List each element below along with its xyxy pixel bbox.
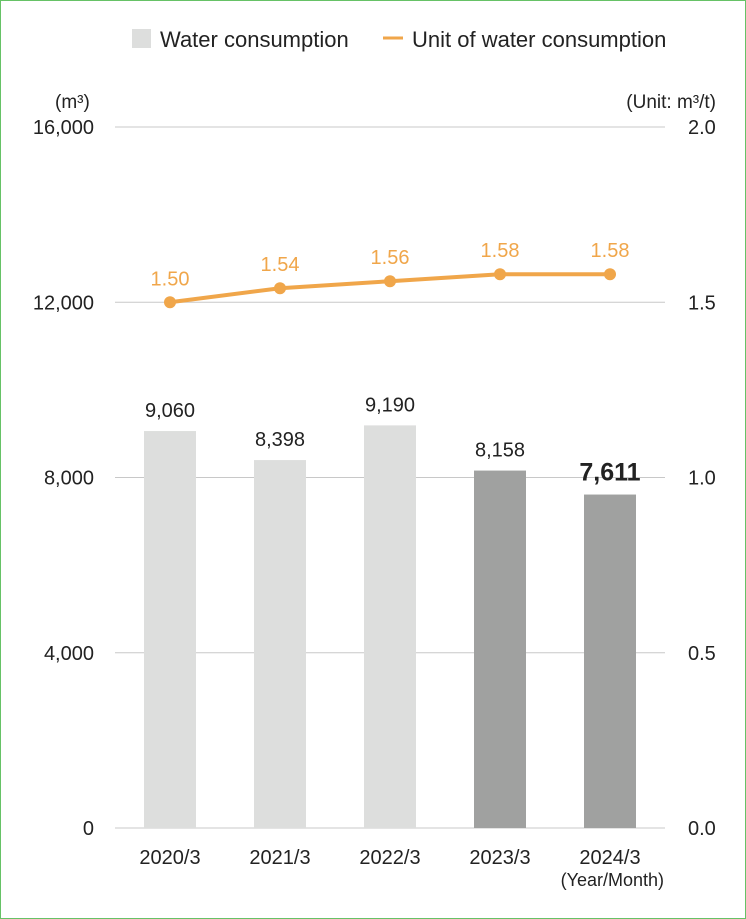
y-right-unit-label: (Unit: m³/t) — [626, 92, 716, 113]
unit-line-point — [494, 268, 506, 281]
unit-line-point — [384, 275, 396, 288]
y-left-tick-label: 4,000 — [44, 643, 94, 665]
unit-line-point — [604, 268, 616, 281]
bar-value-label: 8,158 — [475, 440, 525, 462]
bar — [144, 431, 196, 828]
bar-value-label: 9,190 — [365, 394, 415, 416]
legend-label-water-consumption: Water consumption — [160, 27, 349, 52]
y-left-tick-label: 16,000 — [33, 117, 94, 139]
legend-label-unit-water-consumption: Unit of water consumption — [412, 27, 666, 52]
y-right-tick-label: 0.5 — [688, 643, 716, 665]
y-right-tick-label: 0.0 — [688, 818, 716, 840]
unit-line-value-label: 1.58 — [591, 240, 630, 262]
bar — [474, 470, 526, 828]
bar-value-label: 7,611 — [579, 459, 640, 487]
y-left-tick-label: 12,000 — [33, 292, 94, 314]
unit-line-point — [164, 296, 176, 309]
x-tick-label: 2021/3 — [249, 847, 310, 869]
unit-line: 1.50 1.54 1.56 1.58 1.58 — [151, 240, 630, 309]
x-tick-label: 2024/3 — [579, 847, 640, 869]
y-left-tick-label: 0 — [83, 818, 94, 840]
unit-line-value-label: 1.50 — [151, 268, 190, 290]
unit-line-value-label: 1.56 — [371, 247, 410, 269]
y-tick-labels: 0 4,000 8,000 12,000 16,000 0.0 0.5 1.0 1.5 2.0 — [33, 117, 716, 840]
bar — [584, 494, 636, 828]
x-tick-labels: 2020/3 2021/3 2022/3 2023/3 2024/3 — [139, 847, 640, 869]
bar — [254, 460, 306, 828]
unit-line-point — [274, 282, 286, 295]
x-tick-label: 2023/3 — [469, 847, 530, 869]
unit-line-value-label: 1.54 — [261, 254, 300, 276]
y-left-unit-label: (m³) — [55, 92, 90, 113]
bar-value-label: 9,060 — [145, 400, 195, 422]
y-right-tick-label: 1.0 — [688, 468, 716, 490]
y-right-tick-label: 1.5 — [688, 292, 716, 314]
legend-swatch-water-consumption — [132, 29, 151, 48]
x-axis-unit-label: (Year/Month) — [561, 870, 664, 890]
x-tick-label: 2020/3 — [139, 847, 200, 869]
y-right-tick-label: 2.0 — [688, 117, 716, 139]
unit-line-value-label: 1.58 — [481, 240, 520, 262]
y-left-tick-label: 8,000 — [44, 468, 94, 490]
bar-value-label: 8,398 — [255, 429, 305, 451]
bar — [364, 425, 416, 828]
x-tick-label: 2022/3 — [359, 847, 420, 869]
bars: 9,060 8,398 9,190 8,158 7,611 — [144, 394, 641, 828]
legend: Water consumption Unit of water consumpt… — [132, 27, 666, 52]
